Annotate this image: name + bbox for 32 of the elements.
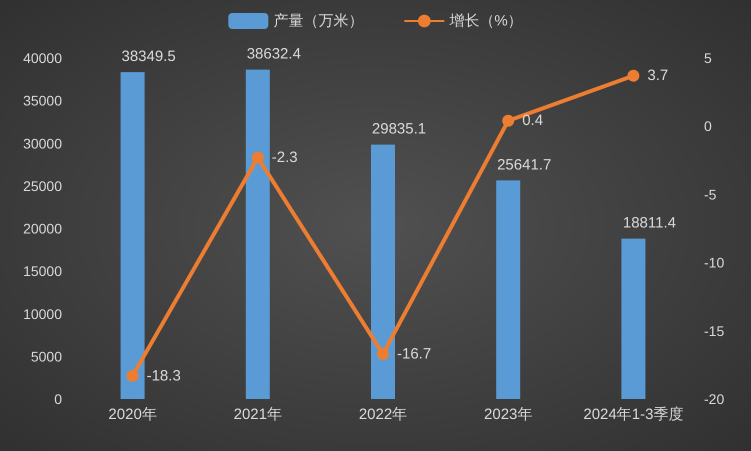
x-tick-label: 2023年 [484,406,532,423]
x-tick-label: 2021年 [234,406,282,423]
legend-label: 产量（万米） [273,12,364,30]
data-label: -2.3 [272,149,298,166]
data-label: 38632.4 [246,46,301,63]
y-tick-label: 10000 [23,306,62,322]
data-label: 0.4 [522,112,544,130]
y-tick-label: 40000 [23,50,62,66]
y-tick-label: 0 [54,391,62,407]
data-label: 3.7 [647,67,668,84]
y2-tick-label: 0 [704,118,712,134]
x-tick-label: 2020年 [108,406,157,423]
y-tick-label: 25000 [23,178,62,194]
y-tick-label: 15000 [23,263,62,280]
data-label: 38349.5 [121,48,176,66]
x-tick-label: 2024年1-3季度 [583,406,684,423]
data-label: 18811.4 [622,214,676,232]
data-label: -16.7 [397,345,432,362]
data-label: 29835.1 [372,120,426,138]
y-tick-label: 5000 [30,348,62,364]
y2-tick-label: -10 [704,254,724,271]
y-tick-label: 35000 [23,92,62,109]
y-tick-label: 20000 [23,220,62,236]
y2-tick-label: 5 [704,50,712,66]
data-label: 25641.7 [497,156,552,174]
legend-label: 增长（%） [448,12,523,30]
y2-tick-label: -20 [704,391,724,407]
x-tick-label: 2022年 [358,406,408,423]
data-label: -18.3 [146,367,181,384]
y-tick-label: 30000 [23,135,62,152]
y2-tick-label: -15 [704,322,724,339]
y2-tick-label: -5 [704,186,717,202]
